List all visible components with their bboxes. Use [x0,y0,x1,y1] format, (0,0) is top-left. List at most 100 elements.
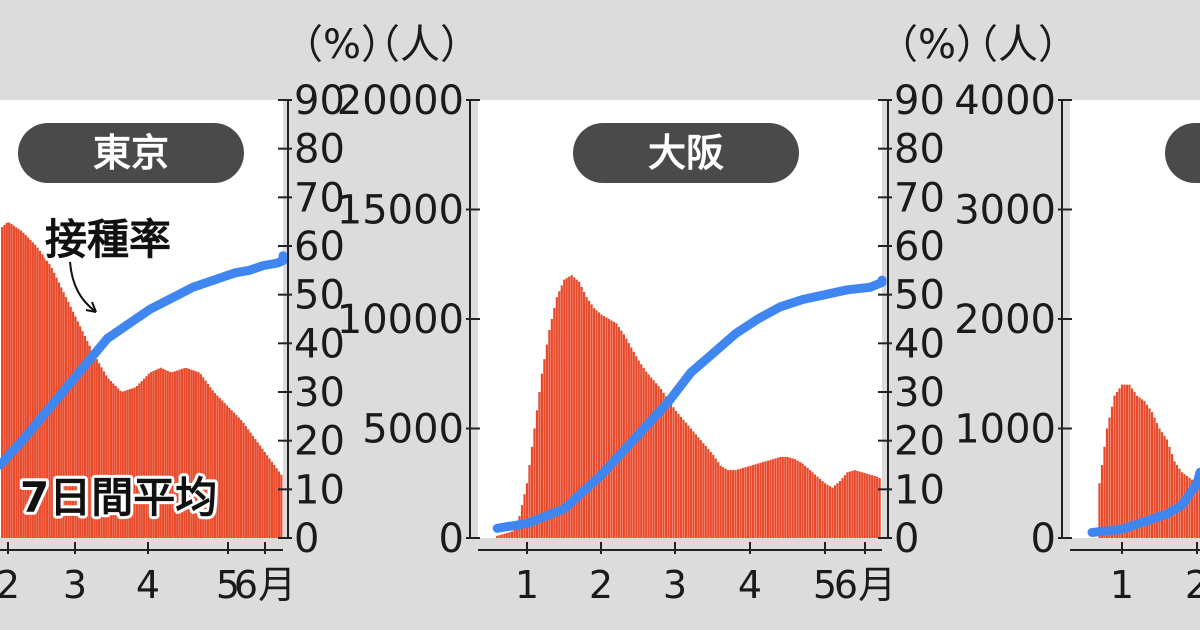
bar [702,443,705,538]
x-tick-label: 4 [738,563,762,607]
bar [1108,417,1111,538]
x-tick-label: 2 [1185,563,1200,607]
bar [617,327,620,538]
bar [789,457,792,538]
bar [754,464,757,538]
bar [81,331,84,538]
bar [791,458,794,538]
bar [280,474,283,538]
bar [749,465,752,538]
percent-tick-label: 0 [894,516,919,562]
bar [216,395,219,538]
bar [270,461,273,538]
bar [138,383,141,538]
bar [876,476,879,538]
bar [669,403,673,538]
bar [836,483,839,538]
bar [254,439,257,538]
x-tick-label: 3 [663,563,687,607]
bar [729,470,732,538]
bar [620,330,623,538]
bar [1140,399,1144,538]
bar [24,235,27,539]
bar [796,460,799,538]
bar [1155,423,1159,538]
bar [739,468,742,538]
bar [41,254,44,538]
bar [107,378,110,538]
bar [540,373,543,538]
bar [76,321,79,538]
bar [192,370,195,538]
bar [555,297,558,538]
bar [818,478,822,538]
bar [27,237,30,538]
bar [786,456,789,538]
bar [545,344,548,538]
bar [816,476,819,538]
bar [570,275,573,538]
bar [112,383,115,538]
bar [197,372,200,538]
bar [150,371,153,538]
bar [759,462,762,538]
bar [595,310,598,538]
bar [1128,384,1131,538]
people-tick-label: 10000 [337,297,464,343]
bar [237,417,240,538]
bar [235,415,238,538]
percent-tick-label: 70 [294,175,345,221]
bar [563,279,566,538]
bar [185,368,188,538]
percent-tick-label: 40 [894,321,945,367]
bar [784,456,787,538]
bar [261,448,264,538]
percent-tick-label: 20 [894,419,945,465]
bar [823,483,827,538]
bar [29,239,32,538]
x-tick-label: 1 [1110,563,1134,607]
bar [831,487,834,538]
bar [180,368,184,538]
percent-tick-label: 80 [894,127,945,173]
bar [242,422,245,538]
bar [12,225,16,538]
percent-tick-label: 90 [894,78,945,124]
bar [119,390,122,538]
bar [515,521,519,538]
bar [682,419,685,538]
bar [600,314,603,538]
bar [602,316,606,538]
bar [699,440,702,538]
bar [809,470,812,538]
bar [1153,417,1156,538]
bar [811,472,814,538]
bar [622,334,625,538]
bar [131,388,134,538]
bar [1115,392,1119,538]
bar [1138,397,1141,538]
bar [580,286,583,538]
bar [843,475,846,538]
bar [1130,388,1134,538]
bar [126,389,129,538]
x-tick-label: 3 [63,563,87,607]
percent-tick-label: 50 [894,273,945,319]
x-tick-label: 6月 [234,563,296,607]
bar [86,340,89,538]
bar [1198,485,1200,538]
bar [535,410,539,538]
percent-unit-label: （%） [283,22,401,68]
bar [806,467,809,538]
bar [833,485,837,538]
percent-tick-label: 80 [294,127,345,173]
bar [1113,395,1116,538]
percent-tick-label: 0 [294,516,319,562]
bar [22,232,25,538]
bar [856,470,859,538]
bar [779,456,782,538]
bar [578,281,581,538]
bar [506,532,509,538]
bar [79,326,82,538]
bar [662,392,665,538]
